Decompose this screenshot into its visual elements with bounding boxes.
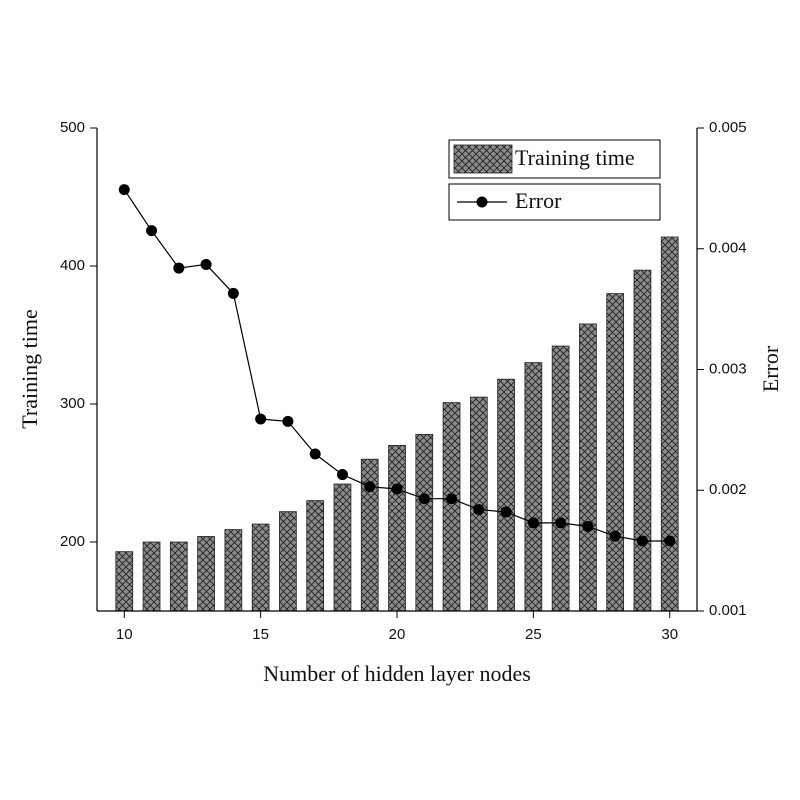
error-marker — [527, 517, 539, 529]
error-marker — [555, 517, 567, 529]
bar — [524, 362, 543, 612]
bar — [551, 345, 570, 612]
y-tick-label: 200 — [60, 533, 85, 550]
y2-tick-label: 0.005 — [709, 119, 747, 136]
error-marker — [664, 535, 676, 547]
y-tick-label: 400 — [60, 257, 85, 274]
error-marker — [227, 287, 239, 299]
y2-tick-label: 0.004 — [709, 240, 747, 257]
bar — [606, 293, 625, 612]
bar — [442, 402, 461, 612]
x-tick-label: 25 — [525, 626, 542, 643]
legend-label: Error — [515, 188, 562, 213]
error-marker — [473, 504, 485, 516]
bar — [251, 523, 270, 612]
error-marker — [146, 225, 158, 237]
error-marker — [173, 262, 185, 274]
x-tick-label: 20 — [389, 626, 406, 643]
error-marker — [255, 413, 267, 425]
y-axis-label: Training time — [17, 309, 42, 429]
bar — [333, 483, 352, 612]
bar — [415, 433, 434, 612]
error-marker — [391, 483, 403, 495]
error-marker — [500, 506, 512, 518]
bar — [660, 236, 679, 612]
bar — [142, 541, 161, 612]
y2-tick-label: 0.002 — [709, 481, 747, 498]
bar — [224, 529, 243, 612]
y2-tick-label: 0.003 — [709, 360, 747, 377]
bar — [279, 511, 297, 612]
error-marker — [582, 520, 594, 532]
bar — [197, 536, 215, 612]
bar — [169, 541, 188, 612]
error-marker — [446, 493, 458, 505]
y-tick-label: 500 — [60, 119, 85, 136]
x-tick-label: 30 — [661, 626, 678, 643]
legend-marker — [476, 196, 488, 208]
bar — [469, 396, 488, 612]
error-marker — [282, 415, 294, 427]
y-tick-label: 300 — [60, 395, 85, 412]
bar — [388, 444, 406, 612]
legend-swatch — [453, 144, 513, 174]
legend-label: Training time — [515, 145, 635, 170]
y2-axis-label: Error — [758, 345, 783, 392]
error-marker — [336, 469, 348, 481]
bar — [633, 269, 652, 612]
x-tick-label: 10 — [116, 626, 133, 643]
error-marker — [609, 530, 621, 542]
error-marker — [118, 184, 130, 196]
bar — [497, 378, 515, 612]
error-marker — [309, 448, 321, 460]
bar — [306, 500, 325, 612]
error-marker — [636, 535, 648, 547]
y2-tick-label: 0.001 — [709, 602, 747, 619]
error-marker — [200, 258, 212, 270]
x-axis-label: Number of hidden layer nodes — [263, 661, 531, 686]
bar — [115, 551, 134, 612]
x-tick-label: 15 — [252, 626, 269, 643]
bar — [579, 323, 597, 612]
error-marker — [364, 481, 376, 493]
error-marker — [418, 493, 430, 505]
